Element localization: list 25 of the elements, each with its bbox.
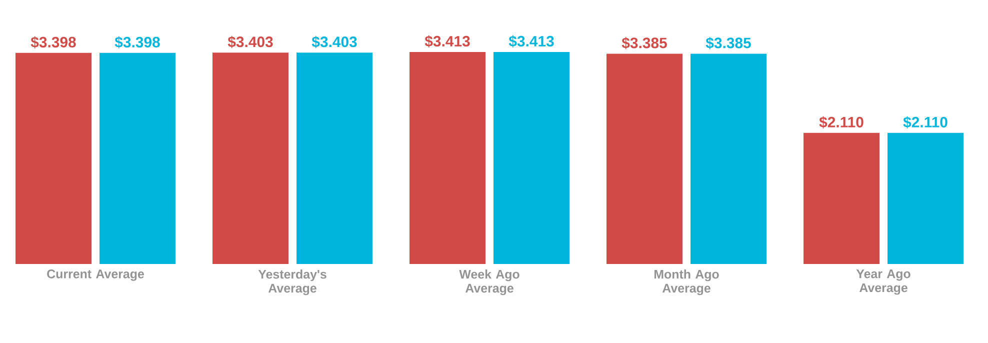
x-tick-label: Yesterday's Average	[258, 270, 326, 296]
bar	[690, 54, 767, 264]
data-label: $2.110	[819, 116, 864, 128]
bar	[606, 54, 683, 264]
data-label: $3.413	[424, 35, 470, 48]
bar	[16, 52, 92, 264]
data-label: $3.403	[312, 36, 357, 48]
x-tick-label: Month Ago Average	[654, 270, 719, 296]
data-label: $3.398	[30, 36, 76, 48]
bar	[212, 52, 289, 264]
x-tick-label: Year Ago Average	[856, 270, 910, 295]
data-label: $3.398	[114, 36, 160, 48]
x-tick-label: Week Ago Average	[459, 270, 520, 296]
x-tick-label: Current Average	[47, 270, 144, 281]
bar	[410, 52, 486, 264]
data-label: $3.413	[508, 35, 554, 48]
bar	[804, 132, 880, 264]
bar	[100, 52, 176, 264]
bar	[888, 132, 964, 264]
data-label: $2.110	[903, 116, 948, 128]
bar	[296, 52, 373, 264]
data-label: $3.403	[228, 36, 273, 48]
bar	[494, 52, 570, 264]
data-label: $3.385	[706, 37, 751, 50]
data-label: $3.385	[622, 37, 667, 50]
